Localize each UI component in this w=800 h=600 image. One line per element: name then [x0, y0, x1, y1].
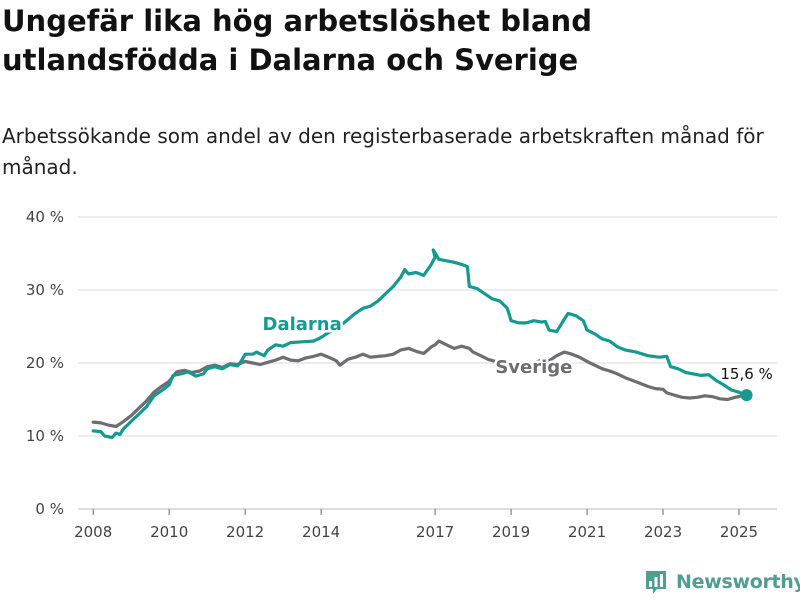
- y-tick-label: 30 %: [26, 281, 64, 299]
- x-axis-ticks: 2008 2010 2012 2014 2017 2019 2021 2023 2025: [74, 509, 758, 541]
- series-labels: Dalarna Sverige 15,6 %: [260, 312, 775, 402]
- x-tick-label: 2012: [226, 523, 264, 541]
- y-tick-label: 20 %: [26, 354, 64, 372]
- x-tick-label: 2021: [568, 523, 606, 541]
- end-value-label: 15,6 %: [720, 365, 772, 383]
- chart-subtitle: Arbetssökande som andel av den registerb…: [2, 124, 764, 179]
- series-label-sverige: Sverige: [495, 357, 572, 378]
- line-chart: 0 % 10 % 20 % 30 % 40 % 2008 2010 2012 2014 2017…: [26, 208, 777, 541]
- y-tick-label: 10 %: [26, 427, 64, 445]
- y-tick-label: 40 %: [26, 208, 64, 226]
- x-tick-label: 2023: [644, 523, 682, 541]
- series-line-dalarna: [91, 248, 749, 440]
- y-axis-ticks: 0 % 10 % 20 % 30 % 40 %: [26, 208, 64, 518]
- grid-lines: [78, 216, 777, 510]
- y-tick-label: 0 %: [35, 500, 64, 518]
- x-tick-label: 2019: [492, 523, 530, 541]
- chart-title: Ungefär lika hög arbetslöshet bland utla…: [2, 4, 592, 77]
- series-lines: [91, 248, 749, 440]
- x-tick-label: 2025: [720, 523, 758, 541]
- brand-name: Newsworthy: [676, 571, 800, 593]
- series-label-dalarna: Dalarna: [263, 314, 342, 335]
- newsworthy-logo: Newsworthy: [644, 569, 800, 595]
- x-tick-label: 2014: [302, 523, 340, 541]
- series-line-sverige: [91, 339, 749, 429]
- newsworthy-logo-icon: [646, 571, 666, 594]
- x-tick-label: 2008: [74, 523, 112, 541]
- x-tick-label: 2010: [150, 523, 188, 541]
- x-tick-label: 2017: [416, 523, 454, 541]
- end-point-marker: [740, 389, 753, 402]
